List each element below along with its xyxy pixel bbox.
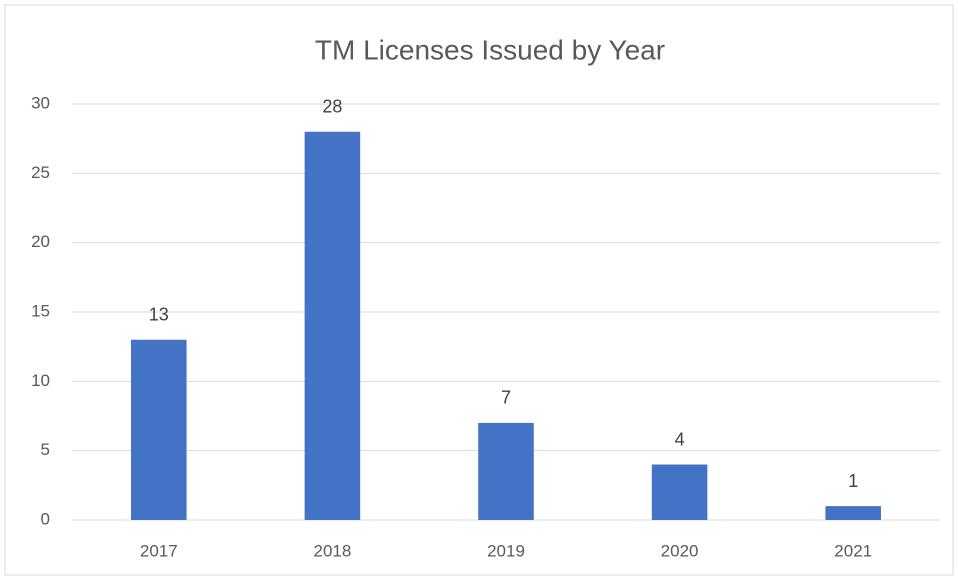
bar (131, 339, 187, 520)
x-tick-label: 2020 (661, 541, 699, 560)
x-tick-label: 2018 (313, 541, 351, 560)
bar (304, 131, 361, 520)
y-tick-label: 30 (31, 93, 50, 112)
y-tick-label: 10 (31, 371, 50, 390)
y-tick-label: 20 (31, 232, 50, 251)
chart-title: TM Licenses Issued by Year (315, 34, 665, 65)
data-label: 28 (322, 96, 342, 116)
x-tick-label: 2017 (140, 541, 178, 560)
data-label: 7 (501, 388, 511, 408)
data-label: 4 (675, 429, 685, 449)
data-label: 13 (149, 304, 169, 324)
bar (478, 422, 534, 520)
bar (651, 464, 708, 520)
x-tick-label: 2019 (487, 541, 525, 560)
data-label: 1 (848, 471, 858, 491)
y-tick-label: 5 (41, 440, 50, 459)
y-tick-label: 25 (31, 163, 50, 182)
y-tick-label: 0 (41, 509, 50, 528)
y-tick-label: 15 (31, 301, 50, 320)
bar (825, 506, 881, 520)
x-tick-label: 2021 (834, 541, 872, 560)
